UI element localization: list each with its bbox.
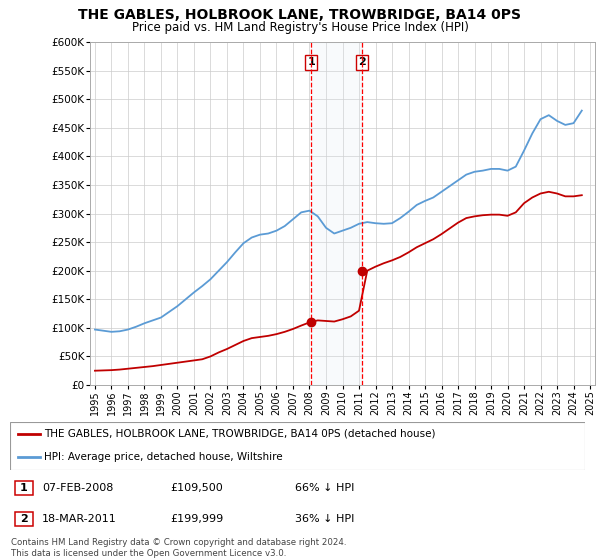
Text: HPI: Average price, detached house, Wiltshire: HPI: Average price, detached house, Wilt… <box>44 452 283 462</box>
Text: THE GABLES, HOLBROOK LANE, TROWBRIDGE, BA14 0PS: THE GABLES, HOLBROOK LANE, TROWBRIDGE, B… <box>79 8 521 22</box>
Text: 1: 1 <box>20 483 28 493</box>
Text: 66% ↓ HPI: 66% ↓ HPI <box>295 483 355 493</box>
Text: £109,500: £109,500 <box>170 483 223 493</box>
Text: 2: 2 <box>20 514 28 524</box>
Text: 07-FEB-2008: 07-FEB-2008 <box>42 483 113 493</box>
Bar <box>15 512 33 526</box>
Text: Price paid vs. HM Land Registry's House Price Index (HPI): Price paid vs. HM Land Registry's House … <box>131 21 469 34</box>
Text: £199,999: £199,999 <box>170 514 223 524</box>
Text: 1: 1 <box>307 58 315 67</box>
Text: 36% ↓ HPI: 36% ↓ HPI <box>295 514 355 524</box>
Text: 18-MAR-2011: 18-MAR-2011 <box>42 514 117 524</box>
Bar <box>15 481 33 495</box>
Text: THE GABLES, HOLBROOK LANE, TROWBRIDGE, BA14 0PS (detached house): THE GABLES, HOLBROOK LANE, TROWBRIDGE, B… <box>44 429 436 439</box>
Text: 2: 2 <box>358 58 366 67</box>
Text: Contains HM Land Registry data © Crown copyright and database right 2024.
This d: Contains HM Land Registry data © Crown c… <box>11 538 346 558</box>
Bar <box>311 42 362 385</box>
